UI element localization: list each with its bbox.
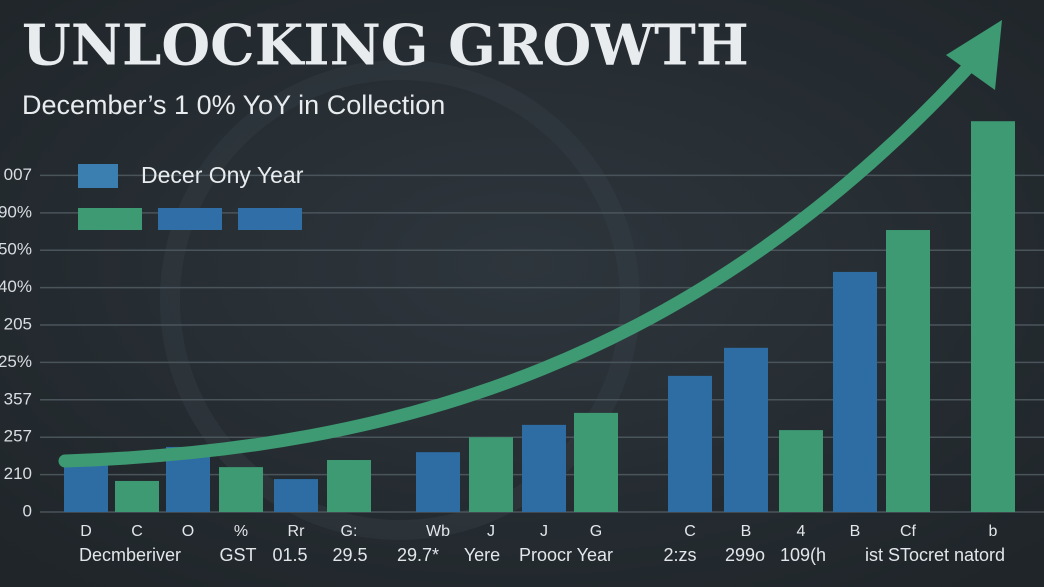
x-tick-label: Rr <box>288 523 306 540</box>
x-sublabel: 29.7* <box>397 545 439 565</box>
x-tick-label: b <box>989 523 998 540</box>
legend-swatch <box>238 208 302 230</box>
bar <box>469 437 513 512</box>
x-sublabel: ist STocret natord <box>865 545 1005 565</box>
x-tick-label: C <box>131 523 143 540</box>
y-tick-label: 25% <box>0 352 32 371</box>
x-sublabel: 109(h <box>780 545 826 565</box>
labels: 0 210 257 357 25% 205 40% 50% 90% 007 D C O% Rr G: Wb J J… <box>0 165 1005 565</box>
x-sublabel: 299o <box>725 545 765 565</box>
x-tick-label: G <box>590 523 602 540</box>
x-tick-label: O <box>182 523 194 540</box>
legend: Decer Ony Year <box>78 162 304 230</box>
x-tick-label: D <box>80 523 92 540</box>
x-sublabel: 01.5 <box>272 545 307 565</box>
bar <box>779 430 823 512</box>
chart-subtitle: December’s 1 0% YoY in Collection <box>22 90 445 120</box>
y-tick-label: 205 <box>4 315 32 334</box>
x-tick-label: Cf <box>900 523 917 540</box>
bar <box>724 347 768 512</box>
trend-arrow <box>58 53 982 468</box>
x-tick-label: Wb <box>426 523 450 540</box>
y-tick-label: 40% <box>0 277 32 296</box>
bar <box>274 479 318 512</box>
x-tick-label: 4 <box>797 523 806 540</box>
x-tick-label: % <box>234 523 248 540</box>
y-tick-label: 50% <box>0 240 32 259</box>
x-sublabel: GST <box>219 545 256 565</box>
y-tick-label: 210 <box>4 464 32 483</box>
x-tick-label: G: <box>341 523 358 540</box>
legend-label: Decer Ony Year <box>141 162 304 188</box>
bar <box>115 480 159 512</box>
x-sublabel: 2:zs <box>663 545 696 565</box>
bar <box>886 230 930 512</box>
chart-title: UNLOCKING GROWTH <box>22 13 749 79</box>
x-sublabel: 29.5 <box>332 545 367 565</box>
bar <box>219 467 263 512</box>
y-tick-label: 257 <box>4 427 32 446</box>
y-tick-label: 0 <box>23 501 32 520</box>
legend-swatch <box>78 208 142 230</box>
y-tick-label: 007 <box>4 165 32 184</box>
bar <box>574 412 618 512</box>
x-tick-label: B <box>850 523 861 540</box>
bar <box>327 460 371 512</box>
x-tick-label: C <box>684 523 696 540</box>
watermark <box>160 60 640 540</box>
y-tick-label: 357 <box>4 389 32 408</box>
bar <box>971 121 1015 512</box>
bar <box>416 452 460 512</box>
x-tick-label: J <box>487 523 495 540</box>
x-tick-label: J <box>540 523 548 540</box>
x-sublabel: Decmberiver <box>79 545 181 565</box>
arrow-head <box>946 20 1002 90</box>
legend-swatch <box>78 164 118 188</box>
legend-swatch <box>158 208 222 230</box>
x-tick-label: B <box>741 523 752 540</box>
bar <box>668 375 712 512</box>
y-tick-label: 90% <box>0 202 32 221</box>
x-sublabel: Yere <box>464 545 500 565</box>
bars <box>64 121 1015 512</box>
bar <box>522 424 566 512</box>
x-sublabel: Proocr Year <box>519 545 613 565</box>
bar <box>833 271 877 512</box>
bar <box>64 463 108 512</box>
